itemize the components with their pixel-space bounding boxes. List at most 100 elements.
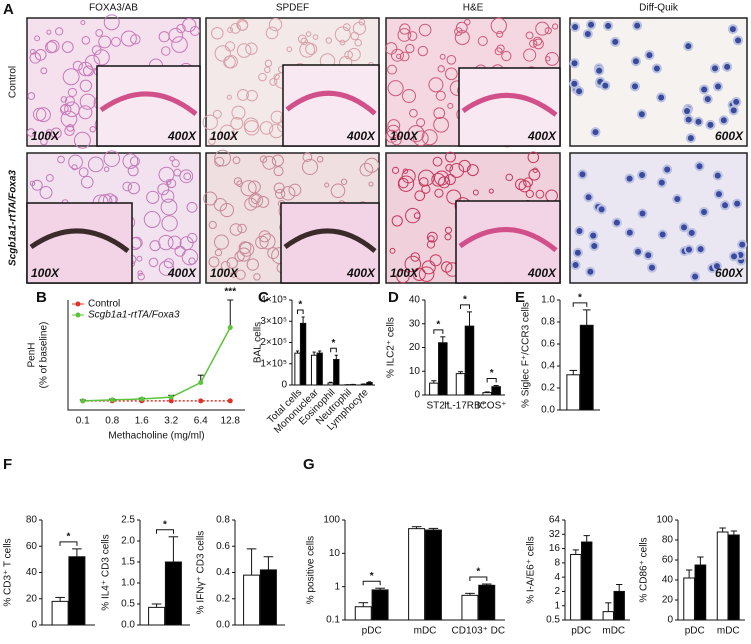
tissue bbox=[434, 170, 450, 186]
inset-structure bbox=[29, 228, 130, 253]
tissue bbox=[60, 110, 78, 128]
tissue bbox=[237, 223, 247, 234]
y-tick-label: 1.0 bbox=[121, 578, 135, 589]
micrograph bbox=[26, 150, 201, 284]
significance-bracket bbox=[59, 541, 78, 546]
tissue bbox=[157, 183, 170, 196]
tissue bbox=[535, 21, 550, 36]
bar bbox=[455, 373, 466, 396]
tissue bbox=[211, 26, 224, 40]
y-tick-label: 30 bbox=[409, 318, 421, 329]
bar bbox=[354, 606, 372, 621]
tissue bbox=[427, 235, 435, 243]
tissue bbox=[259, 155, 268, 163]
y-axis-label: BAL cells bbox=[253, 322, 264, 363]
magnification: 400X bbox=[346, 266, 376, 280]
tissue bbox=[431, 172, 446, 187]
y-tick-label: 10 bbox=[329, 548, 341, 559]
tissue bbox=[259, 121, 274, 135]
data-point bbox=[80, 398, 86, 404]
micrograph bbox=[569, 152, 748, 284]
tissue bbox=[259, 233, 276, 250]
tissue bbox=[35, 107, 51, 123]
tissue bbox=[224, 41, 236, 52]
tissue bbox=[247, 180, 261, 194]
bar bbox=[602, 611, 614, 621]
bar bbox=[164, 561, 182, 626]
bar bbox=[333, 359, 340, 386]
tissue bbox=[208, 220, 217, 230]
y-tick-label: 40 bbox=[409, 295, 421, 306]
tissue bbox=[528, 168, 541, 181]
tissue bbox=[280, 186, 296, 201]
panel-label: D bbox=[388, 289, 399, 306]
data-point bbox=[109, 397, 115, 403]
tissue bbox=[264, 66, 271, 74]
y-tick-label: 64 bbox=[549, 515, 561, 526]
tissue bbox=[120, 30, 137, 47]
tissue bbox=[149, 240, 161, 252]
significance: * bbox=[578, 293, 582, 304]
tissue bbox=[397, 28, 412, 42]
significance-bracket bbox=[433, 329, 444, 334]
y-tick-label: 3×10⁵ bbox=[260, 316, 287, 327]
tissue bbox=[410, 252, 420, 262]
significance-bracket bbox=[362, 580, 381, 586]
tissue bbox=[446, 189, 462, 205]
nucleus bbox=[697, 246, 704, 253]
x-tick-label: ST2⁺ bbox=[427, 401, 451, 412]
y-tick-label: 100 bbox=[656, 515, 673, 526]
tissue bbox=[405, 43, 415, 54]
tissue bbox=[163, 258, 175, 269]
tissue bbox=[494, 47, 503, 56]
column-title: Diff-Quik bbox=[639, 3, 679, 14]
nucleus bbox=[701, 86, 708, 93]
tissue bbox=[148, 257, 159, 268]
bar bbox=[243, 574, 261, 626]
tissue bbox=[214, 248, 223, 257]
magnification: 400X bbox=[346, 129, 376, 143]
tissue bbox=[62, 68, 80, 86]
y-tick-label: 0 bbox=[281, 380, 287, 391]
tissue bbox=[122, 181, 133, 192]
tissue bbox=[29, 48, 36, 55]
x-axis-label: Methacholine (mg/ml) bbox=[108, 431, 204, 442]
data-point bbox=[168, 394, 174, 400]
tissue bbox=[214, 156, 225, 167]
nucleus bbox=[724, 63, 731, 70]
tissue bbox=[324, 182, 330, 188]
nucleus bbox=[688, 229, 695, 236]
tissue bbox=[523, 177, 534, 188]
magnification: 400X bbox=[167, 266, 197, 280]
tissue bbox=[246, 89, 258, 102]
y-tick-label: 0.6 bbox=[541, 339, 555, 350]
tissue bbox=[229, 223, 243, 236]
y-tick-label: 0.0 bbox=[216, 620, 230, 631]
tissue bbox=[390, 48, 404, 62]
x-tick-label: CD103⁺ DC bbox=[452, 626, 506, 637]
tissue bbox=[45, 41, 58, 54]
y-tick-label: 16 bbox=[549, 543, 561, 554]
tissue bbox=[169, 155, 175, 162]
tissue bbox=[368, 181, 374, 187]
tissue bbox=[302, 152, 313, 163]
bar bbox=[613, 590, 625, 621]
y-tick-label: 0 bbox=[31, 620, 37, 631]
micrograph bbox=[202, 17, 380, 147]
tissue bbox=[384, 42, 398, 55]
significance: * bbox=[67, 532, 71, 543]
tissue bbox=[501, 50, 512, 62]
tissue bbox=[253, 273, 261, 281]
nucleus bbox=[626, 175, 633, 182]
tissue bbox=[98, 35, 112, 49]
nucleus bbox=[598, 206, 605, 213]
nucleus bbox=[648, 264, 655, 271]
x-tick-label: 0.1 bbox=[76, 416, 90, 427]
tissue bbox=[412, 267, 426, 281]
tissue bbox=[214, 45, 231, 62]
y-tick-label: 20 bbox=[26, 593, 38, 604]
data-point bbox=[168, 398, 174, 404]
tissue bbox=[146, 190, 160, 204]
tissue bbox=[255, 235, 269, 250]
tissue bbox=[449, 163, 465, 178]
